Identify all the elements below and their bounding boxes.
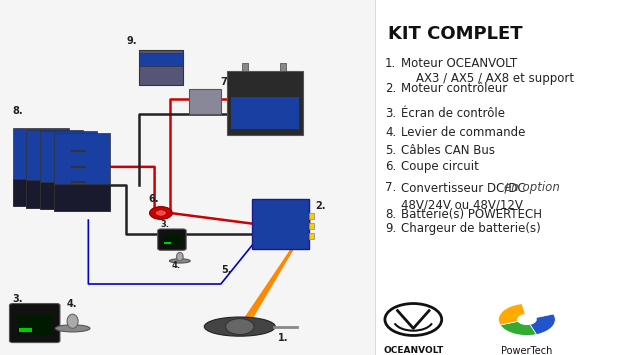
Text: Câbles CAN Bus: Câbles CAN Bus xyxy=(401,144,495,157)
Text: 6.: 6. xyxy=(385,160,396,174)
Bar xyxy=(309,213,314,219)
Bar xyxy=(164,242,171,244)
Circle shape xyxy=(385,304,442,335)
Text: Levier de commande: Levier de commande xyxy=(401,126,525,139)
Bar xyxy=(139,53,183,66)
Bar xyxy=(252,199,309,248)
Circle shape xyxy=(155,210,167,216)
Bar xyxy=(54,184,110,211)
Text: 48V/24V ou 48V/12V: 48V/24V ou 48V/12V xyxy=(401,198,522,211)
Ellipse shape xyxy=(169,259,191,263)
Ellipse shape xyxy=(177,252,183,261)
Text: 9.: 9. xyxy=(385,222,396,235)
Bar xyxy=(13,179,69,206)
Text: Chargeur de batterie(s): Chargeur de batterie(s) xyxy=(401,222,540,235)
Text: Moteur contrôleur: Moteur contrôleur xyxy=(401,82,507,95)
Text: 1.: 1. xyxy=(278,333,288,343)
Bar xyxy=(189,89,221,114)
Text: 4.: 4. xyxy=(385,126,396,139)
Text: 7.: 7. xyxy=(221,77,232,87)
Bar xyxy=(227,71,303,135)
Text: OCEANVOLT: OCEANVOLT xyxy=(383,346,444,355)
Text: 8.: 8. xyxy=(385,208,396,221)
Bar xyxy=(280,63,286,71)
Ellipse shape xyxy=(55,325,90,332)
Text: 2.: 2. xyxy=(385,82,396,95)
Text: Moteur OCEANVOLT
    AX3 / AX5 / AX8 et support: Moteur OCEANVOLT AX3 / AX5 / AX8 et supp… xyxy=(401,57,574,85)
Bar xyxy=(40,182,97,209)
Text: 4.: 4. xyxy=(172,261,180,270)
Text: 6.: 6. xyxy=(148,194,159,204)
Ellipse shape xyxy=(67,314,78,328)
Text: 8.: 8. xyxy=(13,105,23,116)
Text: Coupe circuit: Coupe circuit xyxy=(401,160,478,174)
Bar xyxy=(139,50,183,85)
Text: 5.: 5. xyxy=(385,144,396,157)
FancyBboxPatch shape xyxy=(9,304,60,343)
Bar xyxy=(27,180,83,208)
Wedge shape xyxy=(527,314,555,334)
Text: 1.: 1. xyxy=(385,57,396,70)
Bar xyxy=(231,97,299,129)
Bar xyxy=(13,128,69,206)
Wedge shape xyxy=(500,320,536,335)
Text: 9.: 9. xyxy=(126,36,137,47)
Circle shape xyxy=(225,319,254,334)
Text: KIT COMPLET: KIT COMPLET xyxy=(388,25,522,43)
Text: 3.: 3. xyxy=(385,106,396,120)
Bar xyxy=(309,233,314,239)
Text: Écran de contrôle: Écran de contrôle xyxy=(401,106,505,120)
Text: 3.: 3. xyxy=(161,220,170,229)
Circle shape xyxy=(517,314,537,325)
Bar xyxy=(242,63,249,71)
Circle shape xyxy=(150,207,172,219)
Ellipse shape xyxy=(204,317,275,336)
Text: 4.: 4. xyxy=(66,299,77,309)
Text: Convertisseur DC/DC: Convertisseur DC/DC xyxy=(401,181,529,194)
Bar xyxy=(309,223,314,229)
Bar xyxy=(27,130,83,208)
Bar xyxy=(17,316,52,335)
Text: 7.: 7. xyxy=(385,181,396,194)
FancyBboxPatch shape xyxy=(158,229,186,250)
Text: en option: en option xyxy=(504,181,560,194)
Bar xyxy=(0,0,375,355)
Wedge shape xyxy=(498,304,527,325)
Text: 3.: 3. xyxy=(13,294,23,304)
Text: PowerTech: PowerTech xyxy=(501,346,553,355)
Text: 5.: 5. xyxy=(221,265,232,275)
Bar xyxy=(40,131,97,209)
Bar xyxy=(163,236,181,246)
Bar xyxy=(19,328,33,332)
Text: Batterie(s) POWERTECH: Batterie(s) POWERTECH xyxy=(401,208,541,221)
Text: 2.: 2. xyxy=(316,201,326,211)
Bar xyxy=(54,133,110,211)
